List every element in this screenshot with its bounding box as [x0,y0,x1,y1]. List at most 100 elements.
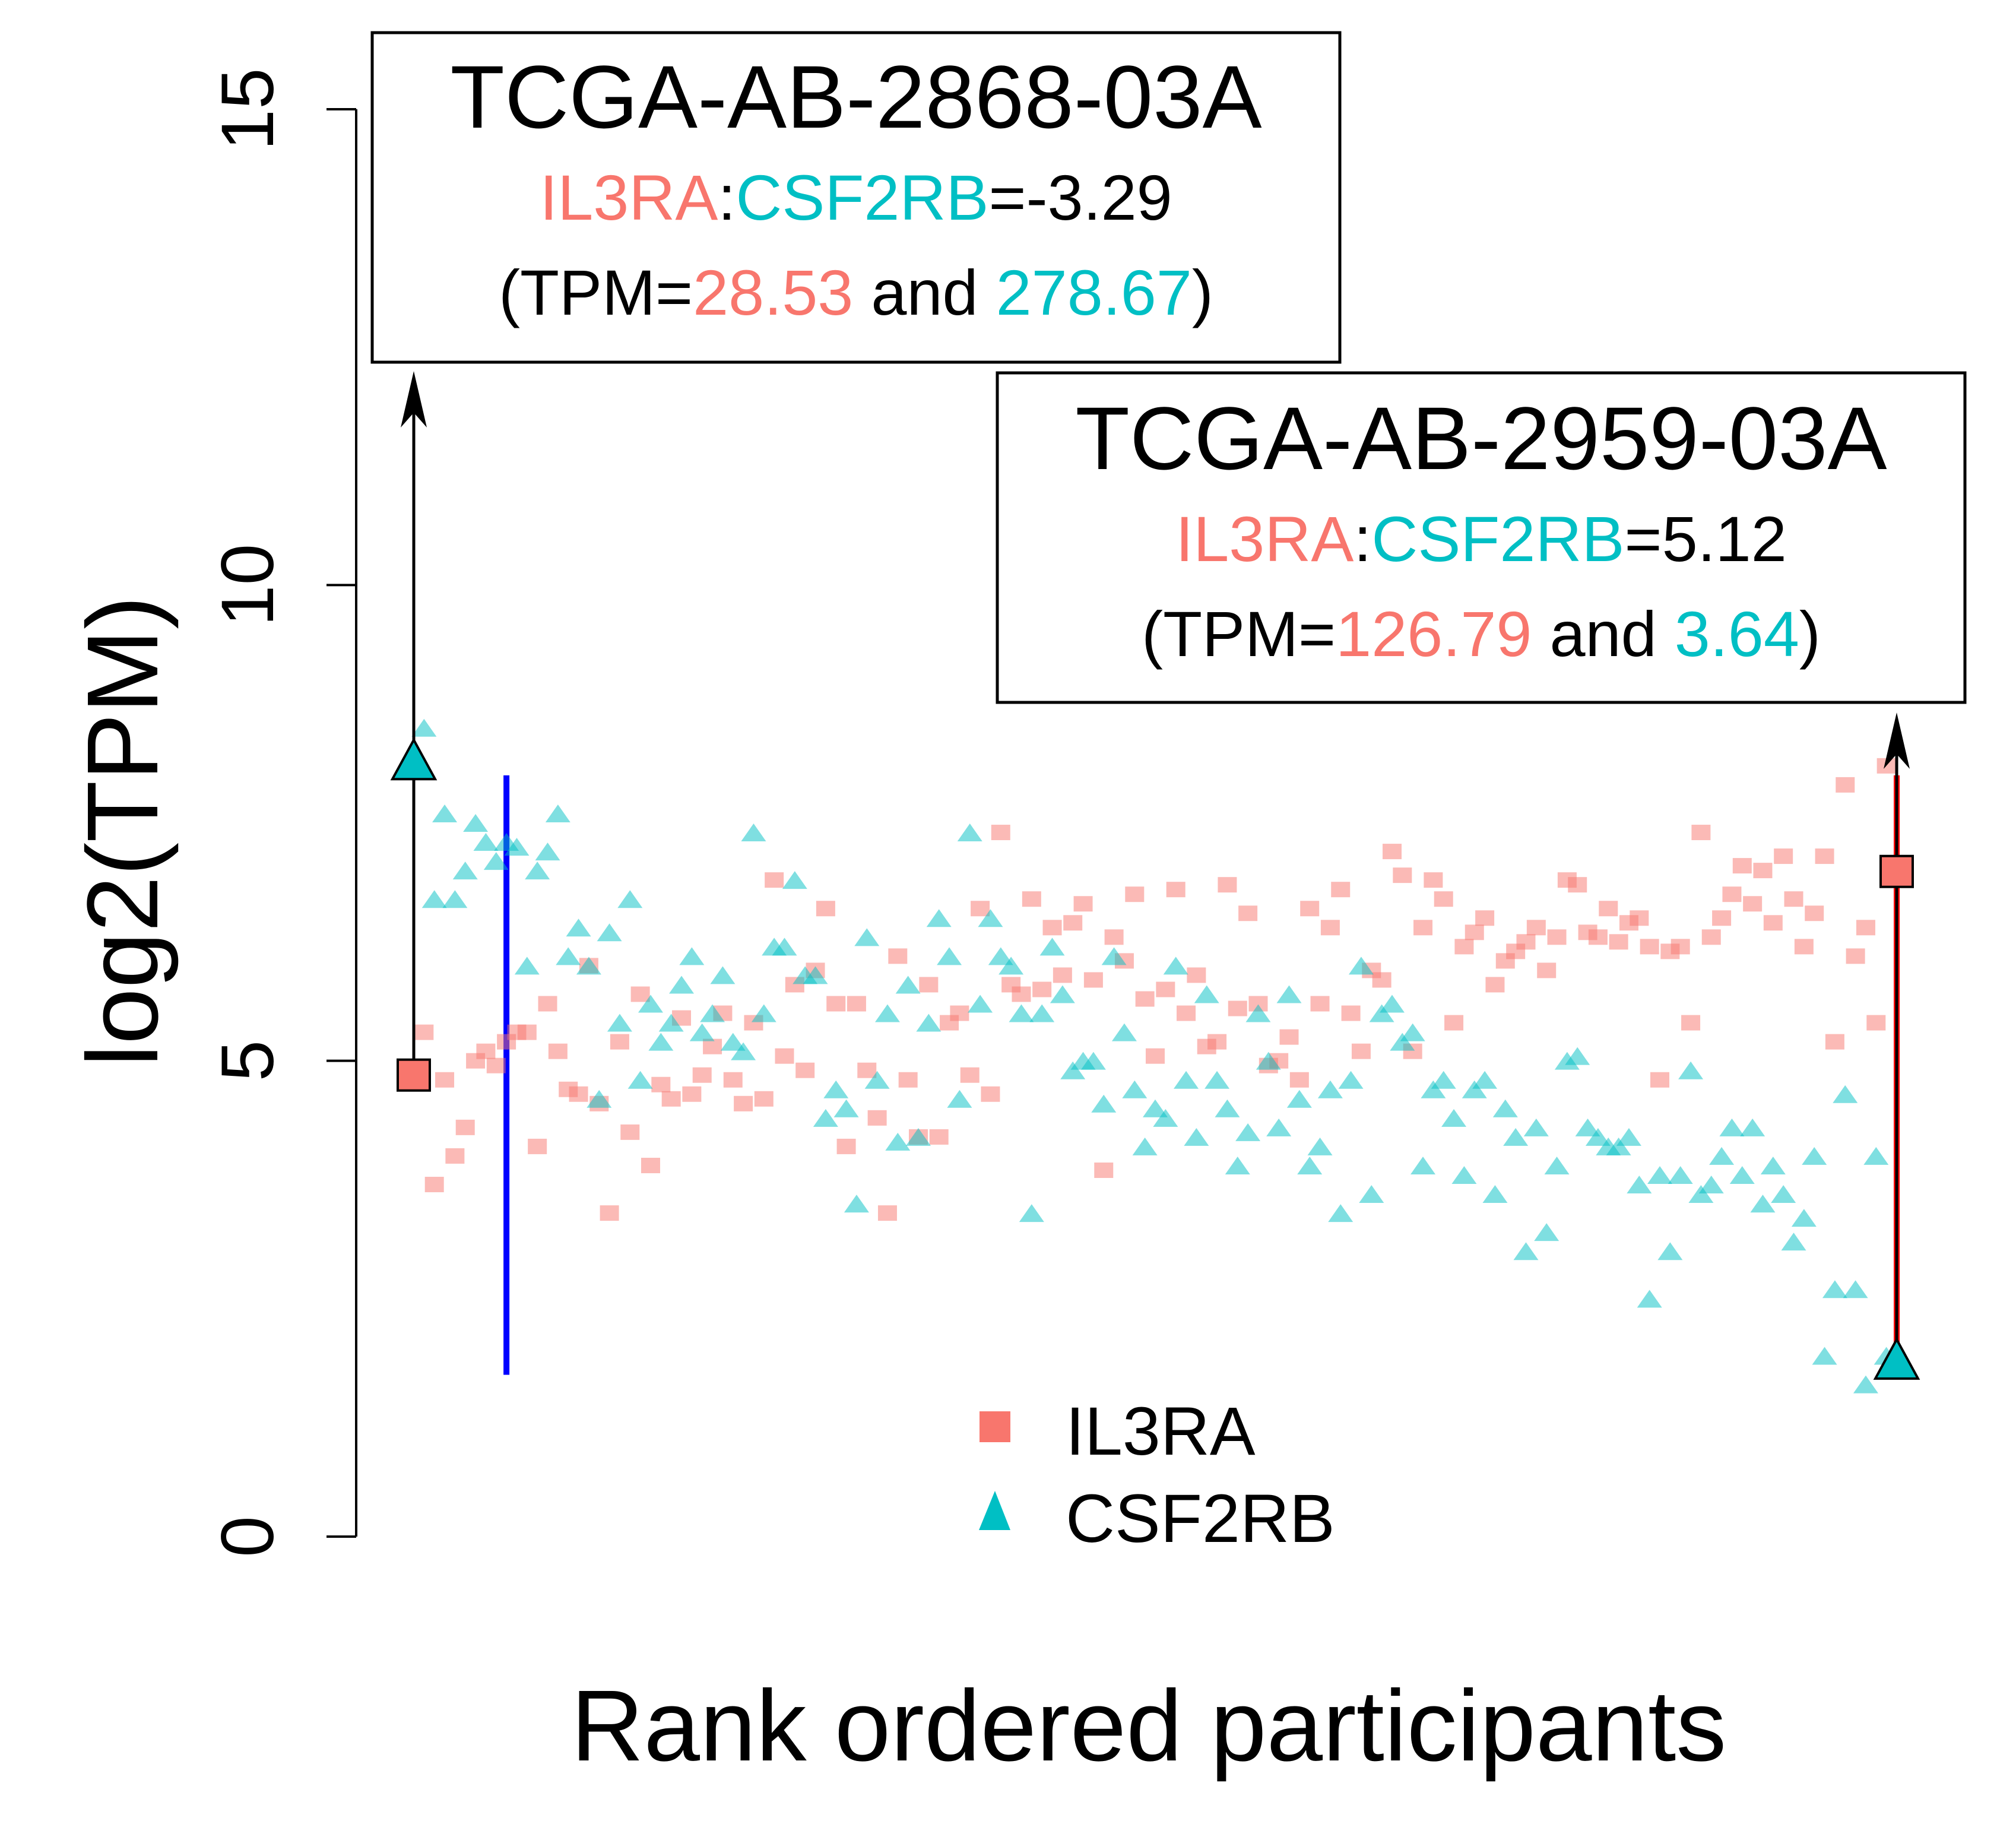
il3ra-point [1218,877,1237,893]
il3ra-point [1238,905,1258,921]
il3ra-point [1588,929,1608,945]
il3ra-point [1568,877,1587,893]
annotation-2-tpm: (TPM=126.79 and 3.64) [1142,598,1821,670]
il3ra-point [1177,1005,1196,1021]
csf2rb-point [710,966,736,984]
il3ra-point [1774,848,1793,864]
legend-triangle-icon [979,1491,1010,1530]
il3ra-point [1836,777,1855,793]
il3ra-point [1341,1005,1361,1021]
il3ra-point [1475,910,1495,926]
il3ra-point [1424,872,1443,888]
il3ra-point [517,1024,537,1040]
csf2rb-point [1523,1118,1549,1136]
csf2rb-point [1132,1137,1158,1155]
csf2rb-point [1565,1047,1590,1065]
csf2rb-point [864,1071,890,1089]
highlighted-csf2rb-point [390,737,438,781]
il3ra-point [1630,910,1649,926]
annotation-1-gene1: IL3RA [540,161,718,233]
il3ra-point [1671,939,1690,955]
il3ra-point [775,1048,794,1064]
csf2rb-point [1771,1185,1796,1204]
csf2rb-point [1740,1118,1765,1136]
csf2rb-point [1698,1176,1724,1194]
csf2rb-point [452,862,478,880]
csf2rb-point [669,976,695,994]
csf2rb-point [1462,1080,1487,1098]
csf2rb-point [1060,1061,1086,1079]
csf2rb-point [813,1109,838,1127]
csf2rb-point [720,1033,746,1051]
csf2rb-point [1421,1080,1446,1098]
csf2rb-point [1225,1156,1250,1174]
csf2rb-point [1143,1099,1168,1117]
annotation-1-tpm-csf2rb: 278.67 [996,256,1192,328]
csf2rb-point [638,995,663,1013]
il3ra-point [692,1067,712,1083]
il3ra-point [703,1038,722,1054]
annotation-2-tpm-prefix: (TPM= [1142,598,1336,670]
csf2rb-point [1050,985,1075,1003]
il3ra-point [1825,1034,1844,1050]
annotation-2-ratio: IL3RA:CSF2RB=5.12 [1175,503,1787,575]
il3ra-point [630,986,650,1002]
annotation-1-title: TCGA-AB-2868-03A [450,47,1261,147]
csf2rb-point [576,957,601,975]
csf2rb-point [1400,1023,1425,1041]
il3ra-point [1042,920,1062,936]
il3ra-point [1650,1072,1670,1088]
csf2rb-point [587,1090,612,1108]
csf2rb-point [1215,1099,1240,1117]
csf2rb-point [1039,938,1065,956]
il3ra-point [1382,844,1402,860]
annotation-2-title: TCGA-AB-2959-03A [1075,388,1887,488]
csf2rb-point [782,871,807,889]
il3ra-point [1485,977,1505,993]
il3ra-point [836,1138,856,1154]
il3ra-point [1083,972,1103,988]
csf2rb-point [658,1014,684,1032]
csf2rb-point [1709,1147,1735,1165]
il3ra-point [1094,1162,1114,1178]
csf2rb-point [916,1014,942,1032]
annotation-2-gene2: CSF2RB [1371,503,1624,575]
csf2rb-point [1101,947,1127,965]
il3ra-point [445,1148,465,1164]
csf2rb-point [1307,1137,1333,1155]
il3ra-point [1784,891,1803,907]
csf2rb-point [627,1071,653,1089]
highlighted-csf2rb-point [1873,1337,1920,1380]
il3ra-point [1351,1043,1371,1059]
il3ra-point [651,1076,671,1092]
il3ra-point [1289,1072,1309,1088]
annotation-2-tpm-suffix: ) [1799,598,1821,670]
annotation-1-tpm-il3ra: 28.53 [693,256,853,328]
y-axis: 0 5 10 15 [207,68,357,1557]
csf2rb-point [1719,1118,1745,1136]
csf2rb-point [1266,1118,1292,1136]
il3ra-point [682,1086,702,1102]
il3ra-point [1135,991,1155,1007]
csf2rb-point [1544,1156,1570,1174]
csf2rb-point [1122,1080,1148,1098]
csf2rb-point [1204,1071,1230,1089]
highlighted-il3ra-point [1879,854,1914,888]
csf2rb-point [1833,1085,1858,1103]
csf2rb-point [607,1014,632,1032]
il3ra-point [1228,1000,1247,1016]
il3ra-point [1753,863,1773,879]
y-axis-label: log2(TPM) [66,596,179,1066]
data-points [411,718,1899,1394]
annotation-1-tpm-suffix: ) [1192,256,1213,328]
il3ra-point [867,1110,887,1126]
il3ra-point [1547,929,1567,945]
csf2rb-point [1174,1071,1199,1089]
csf2rb-point [1379,995,1405,1013]
csf2rb-point [1616,1128,1641,1146]
legend-square-icon [980,1411,1010,1442]
il3ra-point [1701,929,1721,945]
csf2rb-point [1194,985,1219,1003]
il3ra-point [1300,901,1320,917]
legend: IL3RA CSF2RB [979,1394,1335,1557]
